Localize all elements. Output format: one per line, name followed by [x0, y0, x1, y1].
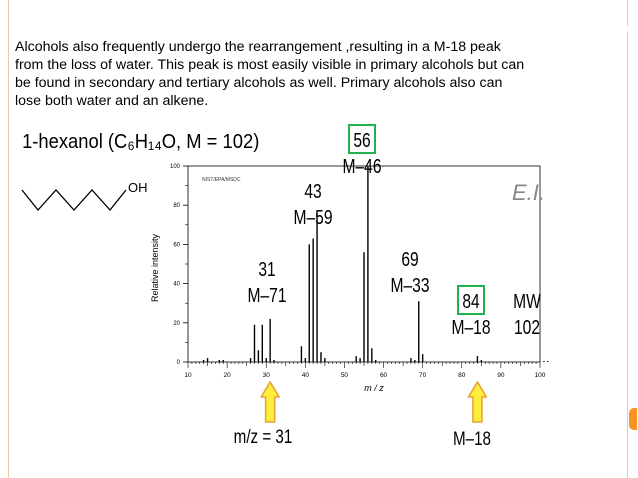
- y-tick-label: 80: [173, 203, 180, 209]
- peak-label-value: 56: [353, 129, 370, 151]
- slide-frame: [8, 0, 628, 478]
- x-axis: 10 20 30 40 50 60 70 80 90 100: [184, 362, 546, 379]
- body-paragraph: Alcohols also frequently undergo the rea…: [15, 38, 610, 110]
- peak-label-value: 84: [462, 290, 479, 312]
- x-tick-label: 70: [419, 372, 427, 379]
- ionization-label: E.I.: [512, 180, 545, 205]
- x-tick-label: 20: [223, 372, 231, 379]
- up-arrow-icon: [467, 381, 488, 423]
- paragraph-line: Alcohols also frequently undergo the rea…: [15, 39, 501, 55]
- peak-label-value: 69: [401, 248, 418, 270]
- arrow-annotations: m/z = 31 M–18: [234, 381, 491, 449]
- paragraph-line: from the loss of water. This peak is mos…: [15, 57, 525, 73]
- peak-label-loss: M–59: [293, 206, 332, 228]
- x-tick-label: 50: [341, 372, 349, 379]
- x-tick-label: 40: [302, 372, 310, 379]
- peak-label-loss: 102: [514, 316, 540, 338]
- peak-label-loss: M–71: [247, 284, 286, 306]
- decorative-dot: [629, 408, 637, 430]
- paragraph-line: lose both water and an alkene.: [15, 93, 209, 109]
- x-tick-label: 90: [497, 372, 505, 379]
- molecule-title: 1-hexanol (C₆H₁₄O, M = 102): [22, 131, 259, 153]
- peak-label-value: MW: [513, 290, 541, 312]
- peak-highlight-box: [457, 285, 485, 315]
- spectrum-peaks: [202, 166, 549, 362]
- decorative-dot: [627, 22, 638, 36]
- arrow-annotation-label: m/z = 31: [234, 425, 293, 447]
- peak-highlight-box: [348, 124, 376, 154]
- molecule-skeleton: [21, 189, 127, 212]
- x-tick-label: 60: [380, 372, 388, 379]
- up-arrow-icon: [260, 381, 280, 423]
- x-tick-label: 100: [535, 372, 546, 379]
- y-axis: 0 20 40 60 80 100: [170, 164, 188, 366]
- peak-annotations: 56 M–46 43 M–59 69 M–33 31 M–71 84 M–18 MW 102: [247, 124, 541, 338]
- paragraph-line: be found in secondary and tertiary alcoh…: [15, 75, 503, 91]
- y-tick-label: 40: [173, 282, 180, 288]
- x-tick-label: 10: [184, 372, 192, 379]
- y-tick-label: 100: [170, 164, 181, 170]
- y-tick-label: 20: [173, 321, 180, 327]
- peak-label-loss: M–33: [390, 274, 429, 296]
- y-axis-label: Relative intensity: [150, 233, 160, 302]
- peak-label-loss: M–18: [451, 316, 490, 338]
- x-tick-label: 30: [263, 372, 271, 379]
- peak-label-value: 31: [258, 258, 275, 280]
- hydroxyl-label: OH: [128, 180, 148, 195]
- peak-label-value: 43: [304, 180, 321, 202]
- y-tick-label: 60: [173, 242, 180, 248]
- instrument-note: NIST/EPA/MSDC: [202, 177, 241, 183]
- x-axis-label: m / z: [364, 383, 384, 393]
- y-tick-label: 0: [177, 360, 181, 366]
- x-tick-label: 80: [458, 372, 466, 379]
- arrow-annotation-label: M–18: [453, 427, 491, 449]
- peak-label-loss: M–46: [342, 155, 381, 177]
